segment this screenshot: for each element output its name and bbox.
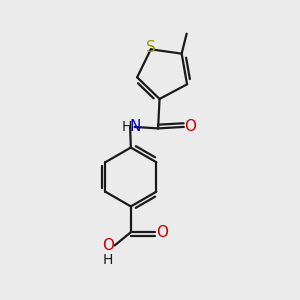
Text: O: O	[184, 119, 196, 134]
Text: S: S	[146, 40, 156, 55]
Text: O: O	[102, 238, 114, 253]
Text: H: H	[122, 120, 132, 134]
Text: H: H	[103, 253, 113, 267]
Text: O: O	[156, 225, 168, 240]
Text: N: N	[130, 119, 141, 134]
